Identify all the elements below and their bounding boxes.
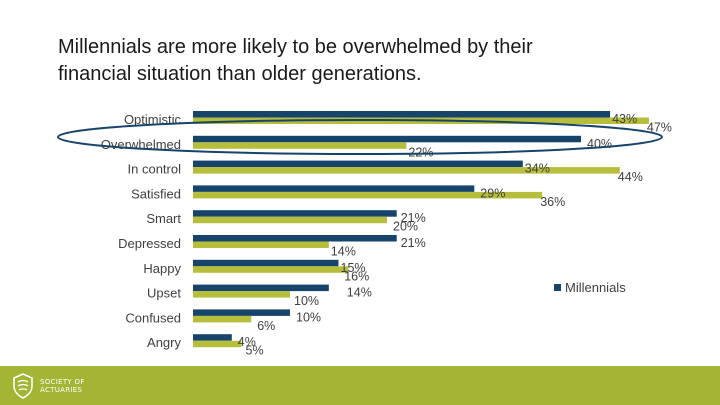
bar-series-2: [193, 266, 349, 273]
category-label: Depressed: [118, 236, 181, 251]
highlight-ring: [57, 119, 663, 155]
bar-millennials: [193, 185, 475, 192]
legend-label-millennials: Millennials: [565, 280, 626, 295]
bar-millennials: [193, 111, 611, 118]
value-label: 14%: [347, 286, 372, 300]
footer-band: SOCIETY OF ACTUARIES: [0, 366, 720, 405]
bar-millennials: [193, 210, 397, 217]
value-label: 43%: [612, 112, 637, 126]
value-label: 47%: [647, 121, 672, 135]
value-label: 22%: [408, 145, 433, 159]
bar-millennials: [193, 259, 339, 267]
shield-icon: [13, 373, 33, 399]
category-label: Upset: [147, 286, 181, 301]
bar-series-2: [193, 241, 329, 248]
legend: Millennials: [554, 280, 626, 295]
bar-millennials: [193, 309, 290, 316]
legend-swatch-millennials: [554, 284, 561, 291]
value-label: 20%: [393, 220, 418, 234]
category-label: Confused: [125, 310, 181, 325]
bar-series-2: [193, 315, 252, 323]
value-label: 21%: [401, 211, 426, 225]
bar-series-2: [193, 291, 290, 298]
bar-series-2: [193, 191, 543, 199]
value-label: 44%: [618, 170, 643, 184]
category-label: Satisfied: [131, 186, 181, 201]
slide-title: Millennials are more likely to be overwh…: [58, 36, 533, 85]
bar-millennials: [193, 284, 329, 292]
value-label: 36%: [540, 195, 565, 209]
value-label: 4%: [238, 335, 256, 349]
bar-series-2: [193, 142, 407, 149]
bar-series-2: [193, 216, 387, 224]
value-label: 34%: [525, 162, 550, 176]
category-label: Angry: [147, 335, 181, 350]
value-label: 15%: [341, 261, 366, 275]
value-label: 16%: [344, 269, 369, 283]
logo-text: SOCIETY OF ACTUARIES: [40, 378, 85, 394]
value-label: 29%: [480, 186, 505, 200]
value-label: 5%: [246, 344, 264, 358]
bar-series-2: [193, 340, 242, 348]
bar-millennials: [193, 334, 232, 341]
value-label: 21%: [401, 236, 426, 250]
value-label: 14%: [331, 245, 356, 259]
bar-millennials: [193, 135, 581, 143]
bar-chart: Optimistic 43%47%Overwhelmed 40%22%In cont…: [57, 111, 672, 358]
bar-series-2: [193, 167, 620, 174]
bar-millennials: [193, 235, 397, 242]
category-label: Happy: [143, 261, 181, 276]
category-label: Smart: [146, 211, 181, 226]
logo: SOCIETY OF ACTUARIES: [12, 372, 85, 400]
value-label: 10%: [294, 294, 319, 308]
bar-millennials: [193, 160, 523, 168]
category-label: In control: [128, 162, 182, 177]
value-label: 10%: [296, 310, 321, 324]
value-label: 6%: [257, 319, 275, 333]
